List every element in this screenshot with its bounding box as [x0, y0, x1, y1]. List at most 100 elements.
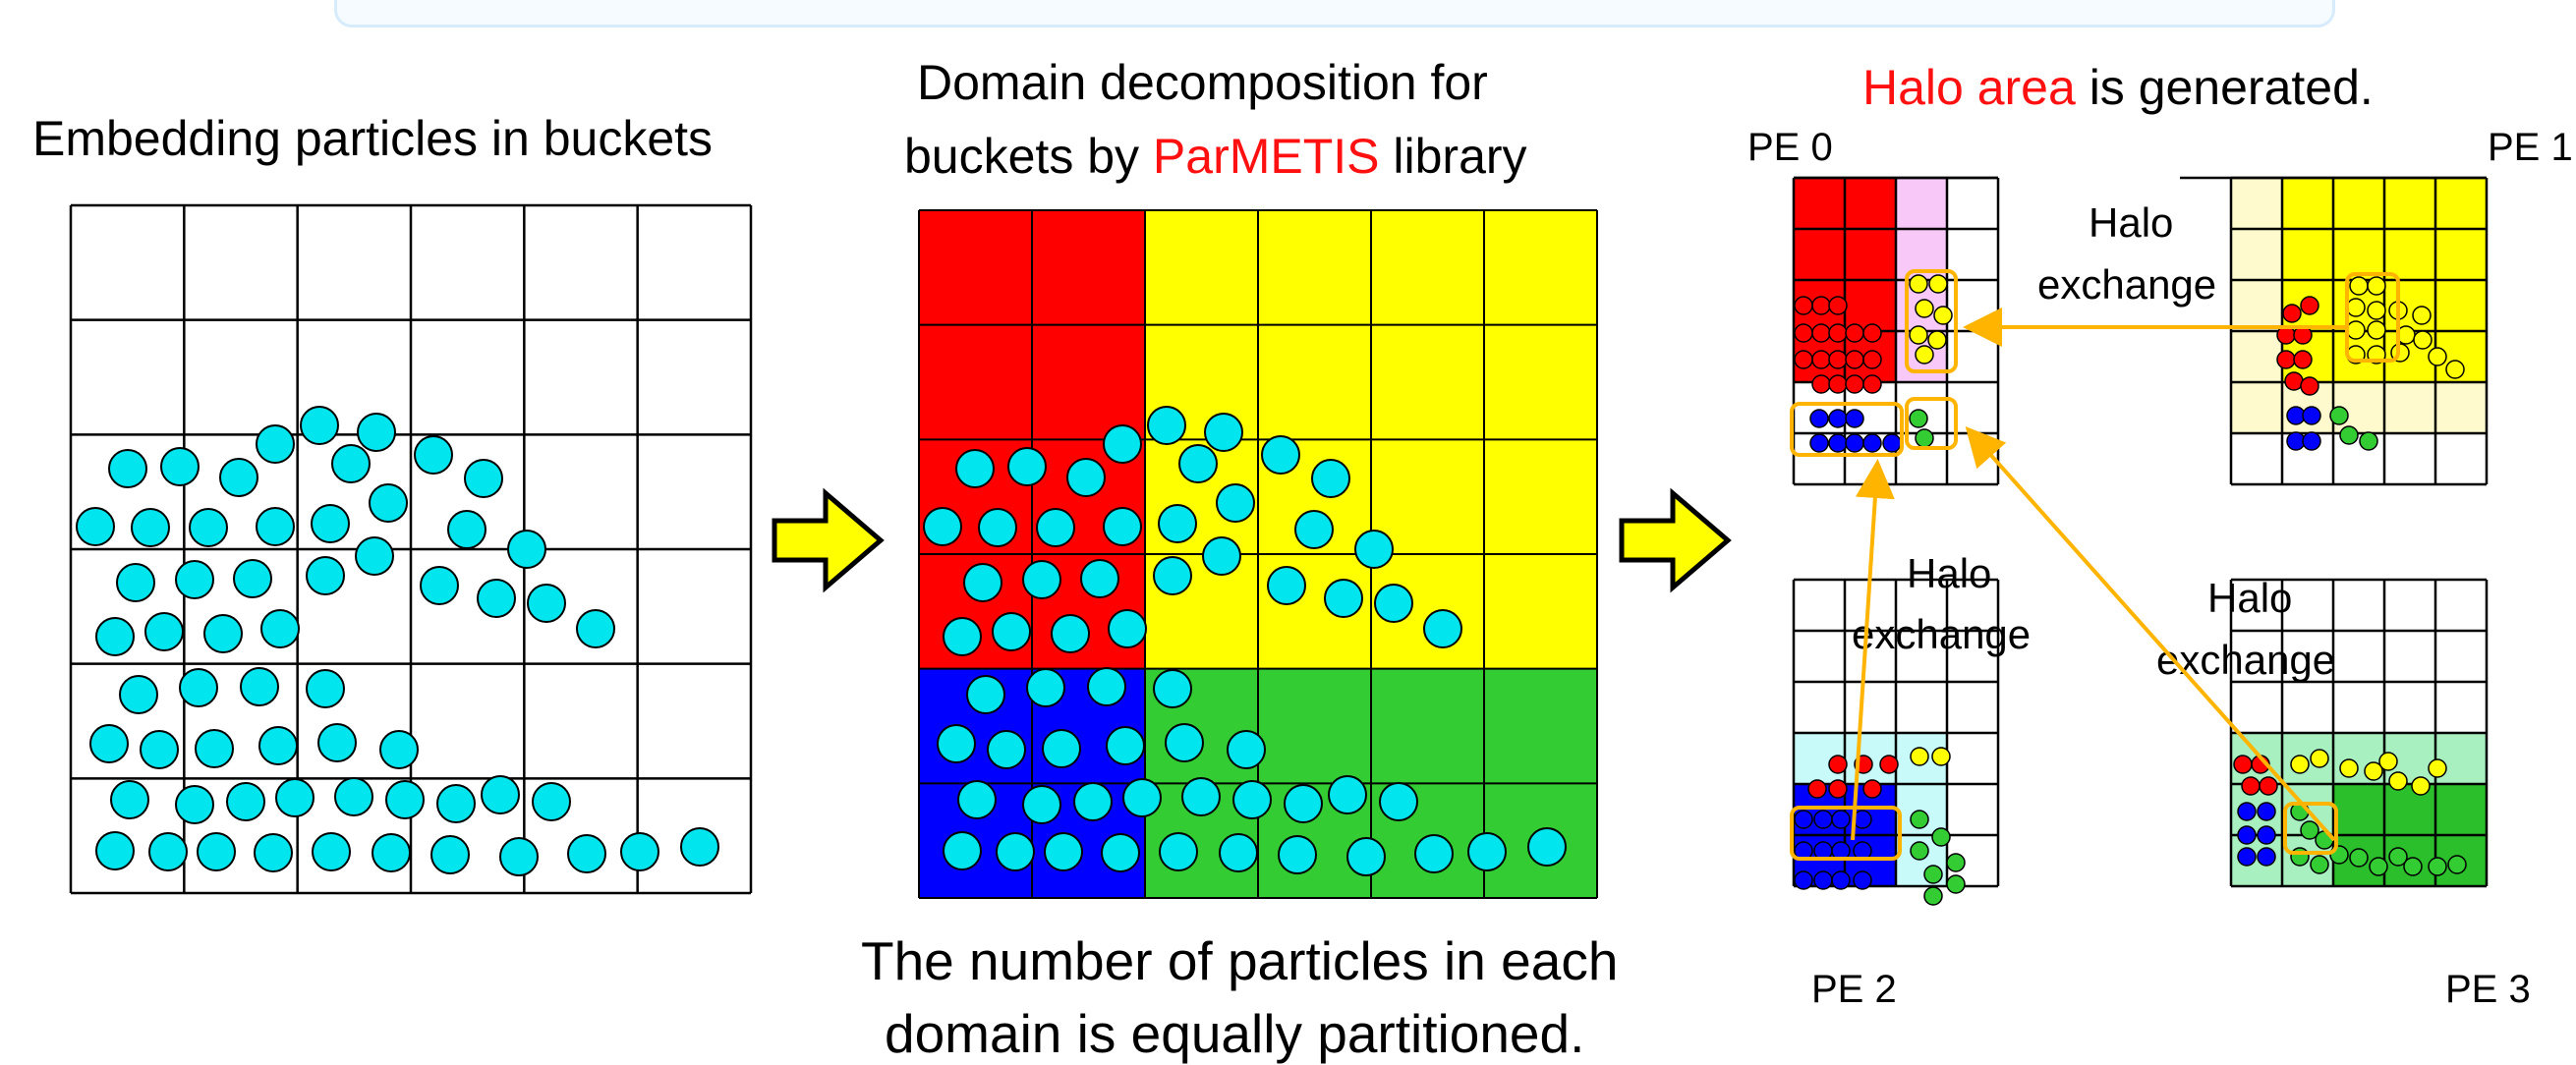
particle — [2346, 320, 2366, 340]
particle — [532, 782, 571, 821]
particle — [160, 447, 200, 486]
exchange-label-1-line1: Halo — [2089, 199, 2174, 246]
particle — [1910, 810, 1929, 829]
particle — [481, 775, 520, 814]
particle — [317, 723, 357, 762]
exchange-label-2-line2: exchange — [1852, 611, 2032, 657]
middle-particles — [923, 406, 1567, 876]
particle — [2388, 771, 2408, 791]
cell-fill — [2333, 733, 2487, 784]
particle — [430, 835, 470, 874]
particle — [240, 667, 279, 706]
title-pre: buckets by — [904, 129, 1153, 184]
particle — [1284, 784, 1323, 823]
particle — [1165, 723, 1204, 762]
parmetis-highlight: ParMETIS — [1152, 129, 1380, 184]
particle — [1807, 779, 1827, 799]
particle — [1811, 350, 1831, 369]
particle — [1845, 374, 1864, 394]
particle — [1794, 323, 1813, 343]
particle — [144, 612, 184, 651]
particle — [2367, 320, 2386, 340]
pe-label-0: PE 0 — [1747, 126, 1833, 169]
particle — [527, 584, 566, 623]
particle — [1811, 323, 1831, 343]
particle — [256, 507, 295, 546]
particle — [385, 780, 425, 819]
particle — [260, 609, 300, 648]
title-post: library — [1379, 129, 1527, 184]
particle — [1204, 413, 1243, 452]
left-particles — [76, 406, 719, 876]
particle — [95, 617, 135, 656]
particle — [1328, 775, 1367, 814]
particle — [567, 834, 606, 873]
pe-label-1: PE 1 — [2488, 126, 2573, 169]
particle — [1101, 833, 1140, 872]
particle — [1527, 827, 1567, 867]
particle — [1216, 483, 1255, 523]
particle — [1044, 832, 1083, 871]
particle — [937, 724, 976, 763]
particle — [1845, 323, 1864, 343]
halo-area-highlight: Halo area — [1862, 60, 2076, 115]
pe2-block — [1790, 578, 2000, 906]
particle — [258, 726, 298, 765]
particle — [1882, 433, 1902, 453]
particle — [447, 510, 487, 549]
particle — [1087, 667, 1126, 706]
particle — [256, 424, 295, 464]
particle — [2339, 758, 2359, 778]
particle — [1159, 832, 1198, 871]
right-arrow-icon — [772, 487, 885, 593]
particle — [992, 612, 1031, 651]
halo-box — [2345, 272, 2400, 363]
pe-label-3: PE 3 — [2445, 968, 2531, 1011]
particle — [1261, 435, 1300, 475]
middle-caption-line2: domain is equally partitioned. — [885, 1003, 1585, 1064]
halo-exchange-arrow — [1851, 459, 1895, 841]
particle — [2445, 360, 2465, 379]
exchange-label-1-line2: exchange — [2037, 261, 2217, 308]
particle — [306, 556, 345, 595]
top-banner — [334, 0, 2335, 28]
particle — [1809, 433, 1829, 453]
halo-exchange-arrow — [1965, 426, 2336, 842]
particle — [1828, 323, 1848, 343]
particle — [2302, 406, 2321, 425]
particle — [1845, 350, 1864, 369]
right-panel-title: Halo area is generated. — [1862, 59, 2374, 116]
halo-box — [1905, 269, 1958, 373]
particle — [923, 507, 962, 546]
particle — [2413, 330, 2433, 350]
particle — [2310, 855, 2329, 874]
particle — [1879, 755, 1899, 774]
particle — [1811, 296, 1831, 315]
particle — [1026, 668, 1065, 707]
particle — [966, 675, 1005, 714]
particle — [312, 832, 351, 871]
particle — [2428, 857, 2447, 876]
particle — [116, 563, 155, 602]
particle — [254, 833, 293, 872]
particle — [1811, 374, 1831, 394]
particle — [1794, 870, 1813, 890]
particle — [2259, 776, 2278, 796]
particle — [1108, 609, 1147, 648]
particle — [1915, 428, 1934, 448]
particle — [1828, 409, 1848, 428]
particle — [1915, 299, 1934, 318]
particle — [108, 449, 147, 488]
left-panel-title: Embedding particles in buckets — [32, 111, 714, 166]
particle — [197, 832, 236, 871]
particle — [1794, 810, 1813, 829]
particle — [148, 832, 188, 871]
particle — [2237, 802, 2257, 821]
particle — [414, 435, 453, 475]
particle — [1794, 296, 1813, 315]
particle — [131, 508, 170, 547]
particle — [1022, 785, 1061, 824]
pe3-block — [2229, 578, 2489, 888]
particle — [1828, 755, 1848, 774]
particle — [943, 617, 982, 656]
